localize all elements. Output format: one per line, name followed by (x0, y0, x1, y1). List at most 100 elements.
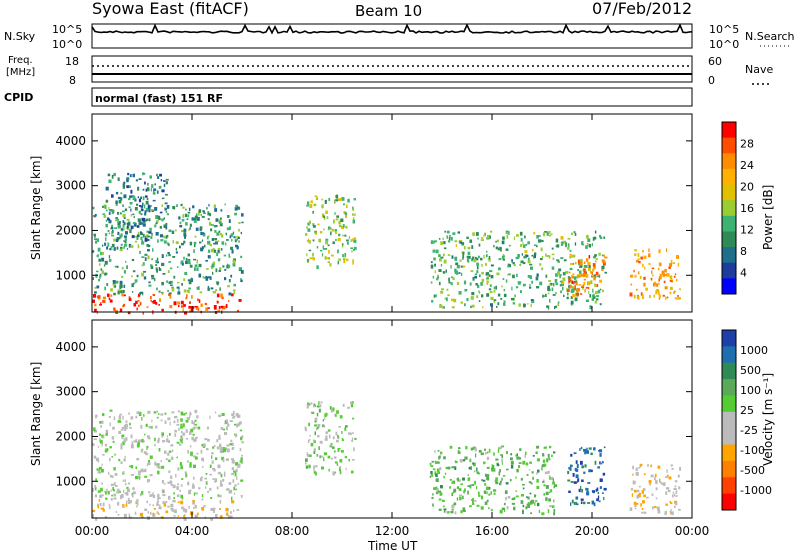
heatmap-cell (332, 446, 335, 449)
heatmap-cell (236, 236, 240, 239)
heatmap-cell (493, 290, 496, 293)
x-axis-label: Time UT (367, 539, 418, 553)
heatmap-cell (94, 291, 97, 294)
heatmap-cell (178, 288, 180, 293)
heatmap-cell (321, 466, 324, 470)
heatmap-cell (136, 444, 140, 448)
heatmap-cell (330, 254, 334, 257)
heatmap-cell (140, 213, 143, 216)
heatmap-cell (165, 254, 168, 257)
heatmap-cell (520, 238, 523, 242)
heatmap-cell (354, 437, 357, 440)
heatmap-cell (650, 464, 653, 468)
heatmap-cell (325, 238, 329, 241)
heatmap-cell (477, 284, 480, 289)
heatmap-cell (323, 425, 326, 428)
heatmap-cell (211, 455, 213, 459)
heatmap-cell (527, 275, 531, 278)
heatmap-cell (522, 510, 524, 515)
heatmap-cell (228, 264, 231, 269)
heatmap-cell (462, 251, 465, 255)
heatmap-cell (483, 234, 486, 237)
heatmap-cell (559, 280, 562, 283)
heatmap-cell (545, 485, 549, 489)
y-tick-label: 4000 (55, 134, 86, 148)
heatmap-cell (95, 240, 98, 244)
heatmap-cell (148, 218, 151, 222)
heatmap-cell (121, 293, 124, 297)
heatmap-cell (599, 478, 603, 482)
heatmap-cell (168, 470, 171, 474)
heatmap-cell (213, 204, 216, 209)
heatmap-cell (440, 263, 443, 267)
heatmap-cell (183, 278, 186, 282)
heatmap-cell (232, 289, 236, 291)
heatmap-cell (170, 484, 174, 486)
heatmap-cell (170, 481, 173, 485)
heatmap-cell (536, 478, 539, 483)
heatmap-cell (196, 259, 198, 264)
heatmap-cell (141, 217, 145, 222)
heatmap-cell (351, 437, 354, 441)
heatmap-cell (577, 478, 580, 482)
heatmap-cell (591, 272, 593, 275)
heatmap-cell (198, 487, 201, 490)
heatmap-cell (448, 236, 451, 241)
heatmap-cell (457, 477, 459, 482)
heatmap-cell (532, 248, 534, 252)
heatmap-cell (188, 305, 192, 309)
heatmap-cell (499, 509, 503, 514)
heatmap-cell (108, 504, 111, 507)
heatmap-cell (631, 493, 634, 497)
heatmap-cell (119, 248, 123, 252)
heatmap-cell (637, 253, 640, 258)
heatmap-cell (197, 426, 201, 430)
heatmap-cell (485, 263, 487, 266)
heatmap-cell (157, 470, 160, 475)
heatmap-cell (180, 411, 184, 416)
heatmap-cell (314, 195, 318, 197)
heatmap-cell (571, 232, 573, 235)
heatmap-cell (604, 271, 607, 274)
heatmap-cell (145, 220, 147, 222)
heatmap-cell (583, 264, 587, 268)
heatmap-cell (603, 254, 605, 258)
heatmap-cell (199, 226, 203, 230)
heatmap-cell (237, 309, 239, 313)
x-tick-label: 12:00 (375, 524, 410, 538)
heatmap-cell (231, 293, 234, 297)
heatmap-cell (525, 451, 527, 455)
heatmap-cell (570, 453, 573, 457)
colorbar-swatch (722, 200, 736, 217)
heatmap-cell (664, 286, 668, 290)
heatmap-cell (308, 240, 311, 244)
heatmap-cell (240, 479, 244, 482)
heatmap-cell (158, 290, 161, 293)
heatmap-cell (164, 202, 168, 205)
heatmap-cell (173, 301, 177, 306)
heatmap-cell (446, 235, 448, 239)
heatmap-cell (140, 231, 142, 234)
heatmap-cell (501, 255, 505, 259)
heatmap-cell (201, 246, 204, 250)
heatmap-cell (599, 234, 602, 238)
heatmap-cell (651, 267, 655, 270)
heatmap-cell (342, 234, 344, 237)
heatmap-cell (198, 263, 202, 268)
heatmap-cell (226, 448, 230, 453)
heatmap-cell (548, 230, 551, 234)
heatmap-cell (126, 248, 129, 250)
heatmap-cell (446, 230, 450, 234)
heatmap-cell (129, 422, 131, 426)
heatmap-cell (632, 465, 634, 470)
heatmap-cell (546, 232, 549, 236)
heatmap-cell (110, 498, 113, 501)
heatmap-cell (136, 236, 139, 240)
heatmap-cell (482, 479, 486, 482)
heatmap-cell (230, 233, 233, 237)
heatmap-cell (106, 488, 108, 491)
heatmap-cell (468, 255, 471, 259)
heatmap-cell (156, 287, 158, 291)
heatmap-cell (669, 275, 673, 280)
heatmap-cell (536, 286, 540, 289)
